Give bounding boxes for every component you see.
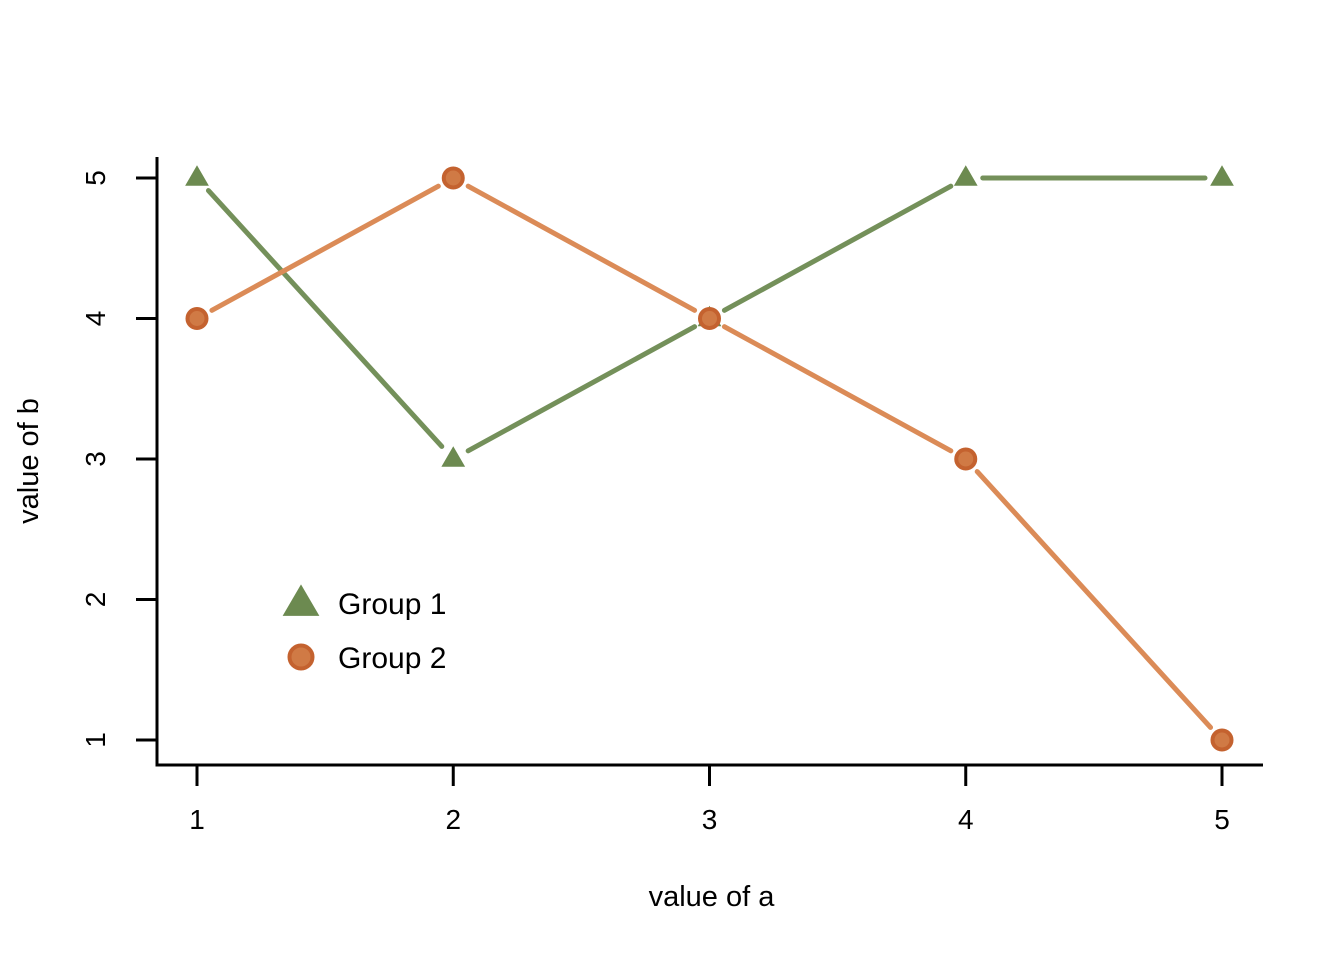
series-line-segment bbox=[205, 188, 445, 449]
legend-label: Group 1 bbox=[338, 588, 446, 621]
y-axis-tick-label: 4 bbox=[80, 311, 111, 327]
series-line-segment bbox=[465, 324, 698, 454]
series-line-segment bbox=[721, 183, 954, 313]
triangle-marker bbox=[1210, 165, 1234, 186]
series-line-segment bbox=[721, 324, 954, 454]
y-axis-tick-label: 3 bbox=[80, 451, 111, 467]
triangle-marker bbox=[441, 446, 466, 467]
circle-marker bbox=[954, 447, 978, 471]
y-axis-tick-label: 1 bbox=[80, 732, 111, 748]
circle-marker bbox=[185, 307, 209, 330]
series-line-segment bbox=[465, 183, 698, 313]
series-line-segment bbox=[974, 469, 1214, 730]
x-axis-tick-label: 4 bbox=[958, 804, 974, 835]
x-axis-tick-label: 1 bbox=[189, 804, 205, 835]
series-line-segment bbox=[209, 183, 441, 313]
legend-triangle-icon bbox=[282, 584, 320, 616]
triangle-marker bbox=[185, 165, 209, 186]
y-axis-tick-label: 2 bbox=[80, 592, 111, 608]
axis-lines bbox=[155, 157, 1263, 767]
legend-circle-icon bbox=[287, 643, 315, 671]
x-axis-tick-label: 3 bbox=[702, 804, 718, 835]
legend-label: Group 2 bbox=[338, 642, 446, 675]
x-axis-tick-label: 2 bbox=[445, 804, 461, 835]
circle-marker bbox=[441, 166, 465, 190]
triangle-marker bbox=[953, 165, 978, 186]
x-axis-tick-label: 5 bbox=[1214, 804, 1230, 835]
circle-marker bbox=[698, 307, 721, 330]
y-axis-title: value of b bbox=[13, 398, 45, 524]
circle-marker bbox=[1210, 728, 1234, 752]
x-axis-title: value of a bbox=[649, 881, 776, 913]
y-axis-tick-label: 5 bbox=[80, 170, 111, 186]
